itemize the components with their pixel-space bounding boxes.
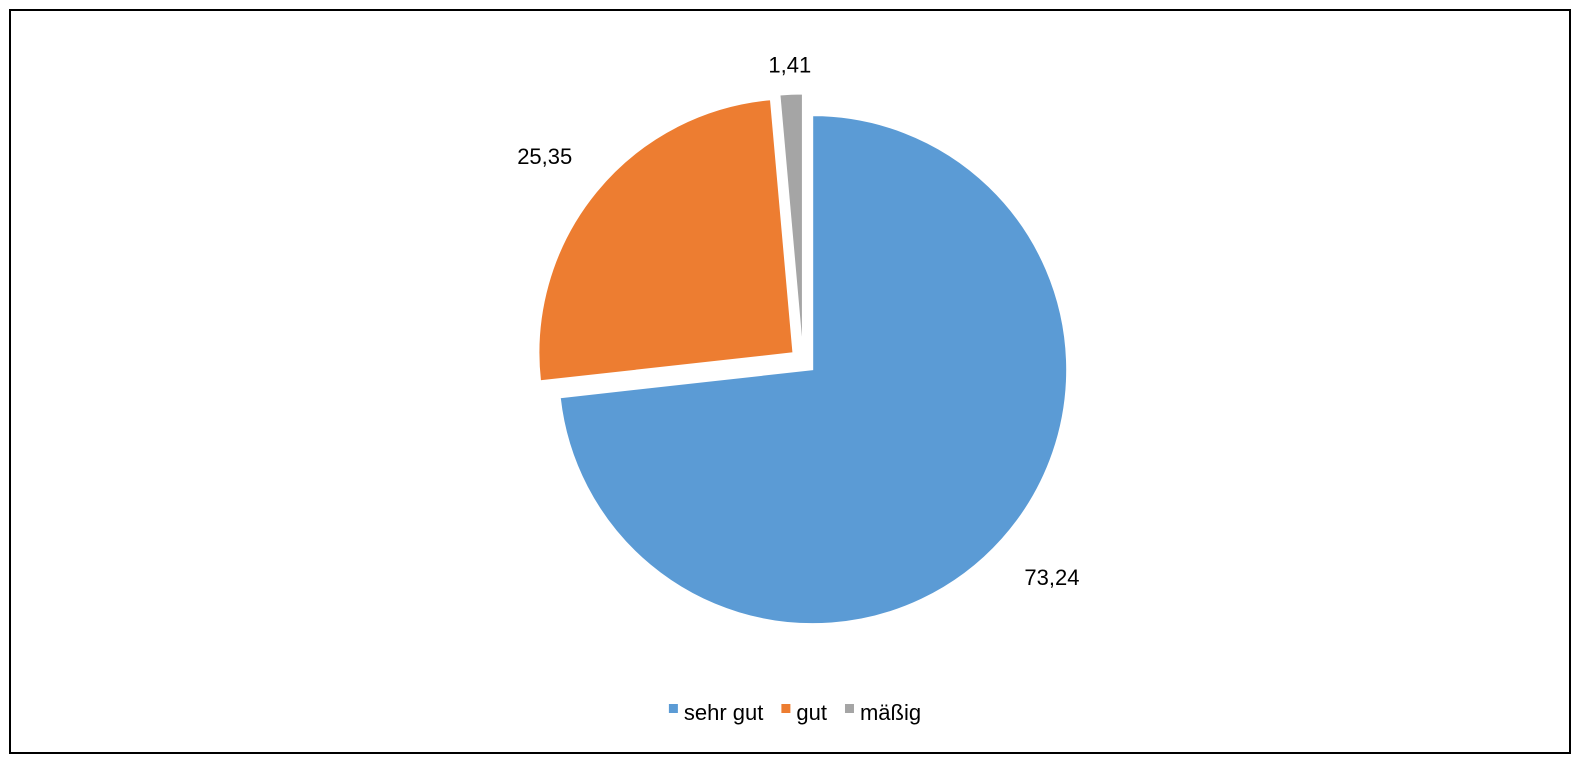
legend-marker xyxy=(781,704,791,713)
legend-marker xyxy=(844,704,854,713)
legend-item-sehr-gut: sehr gut xyxy=(668,700,764,725)
pie-slice-mäßig xyxy=(779,93,803,349)
data-label-mäßig: 1,41 xyxy=(768,52,811,77)
data-label-sehr-gut: 73,24 xyxy=(1024,565,1079,590)
legend-label: mäßig xyxy=(860,700,921,725)
legend-item-mäßig: mäßig xyxy=(844,700,921,725)
data-label-gut: 25,35 xyxy=(517,144,572,169)
pie-slice-sehr-gut xyxy=(559,115,1068,625)
legend-item-gut: gut xyxy=(781,700,827,725)
pie-slice-gut xyxy=(538,99,794,382)
legend-label: gut xyxy=(796,700,827,725)
data-labels: 73,24 25,35 1,41 xyxy=(517,52,1079,590)
legend-label: sehr gut xyxy=(684,700,764,725)
pie-slices xyxy=(538,93,1068,625)
legend-marker xyxy=(668,704,678,713)
legend: sehr gut gut mäßig xyxy=(668,700,921,725)
